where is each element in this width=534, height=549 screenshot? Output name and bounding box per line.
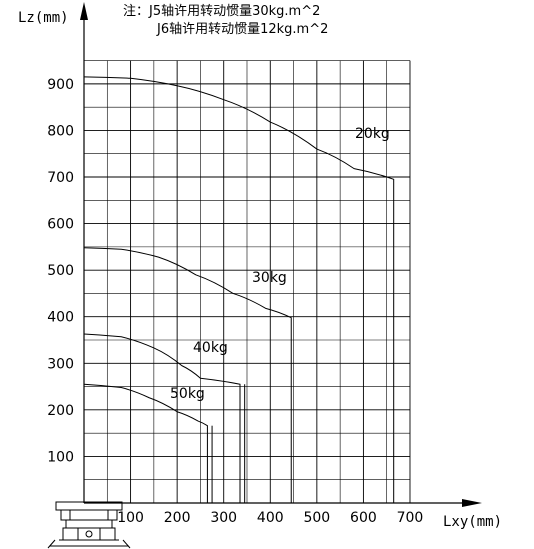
y-tick-label-100: 100 — [47, 449, 74, 465]
robot-base-icon — [47, 501, 131, 549]
series-label-30kg: 30kg — [252, 270, 287, 286]
series-label-20kg: 20kg — [355, 126, 390, 142]
y-axis-arrow — [80, 2, 88, 20]
axes — [80, 2, 482, 507]
note-line-2: J6轴许用转动惯量12kg.m^2 — [156, 21, 328, 37]
series-label-40kg: 40kg — [193, 340, 228, 356]
x-tick-label-400: 400 — [257, 510, 284, 526]
series-curve-20kg — [83, 76, 395, 503]
series-curve-40kg — [83, 333, 241, 503]
series-curve-30kg — [83, 247, 292, 503]
tick-labels: 100 200 300 400 500 600 700 100 200 300 400 500 600 7… — [47, 77, 423, 526]
y-tick-label-700: 700 — [47, 170, 74, 186]
grid — [84, 60, 411, 503]
y-tick-label-200: 200 — [47, 403, 74, 419]
y-tick-label-300: 300 — [47, 356, 74, 372]
series-label-50kg: 50kg — [170, 386, 205, 402]
x-tick-label-600: 600 — [350, 510, 377, 526]
x-axis-arrow — [462, 499, 482, 507]
x-axis-title: Lxy(mm) — [443, 514, 502, 530]
series-curve-50kg — [83, 383, 208, 503]
y-tick-label-400: 400 — [47, 310, 74, 326]
series-labels: 20kg 30kg 40kg 50kg — [170, 126, 390, 402]
series-group — [83, 76, 395, 503]
x-tick-label-300: 300 — [210, 510, 237, 526]
x-tick-label-700: 700 — [397, 510, 424, 526]
y-tick-label-800: 800 — [47, 123, 74, 139]
note-line-1: 注：J5轴许用转动惯量30kg.m^2 — [123, 3, 320, 19]
x-tick-label-200: 200 — [164, 510, 191, 526]
x-tick-label-500: 500 — [303, 510, 330, 526]
y-tick-label-500: 500 — [47, 263, 74, 279]
y-tick-label-600: 600 — [47, 217, 74, 233]
y-axis-title: Lz(mm) — [18, 10, 69, 26]
x-tick-label-100: 100 — [117, 510, 144, 526]
y-tick-label-900: 900 — [47, 77, 74, 93]
